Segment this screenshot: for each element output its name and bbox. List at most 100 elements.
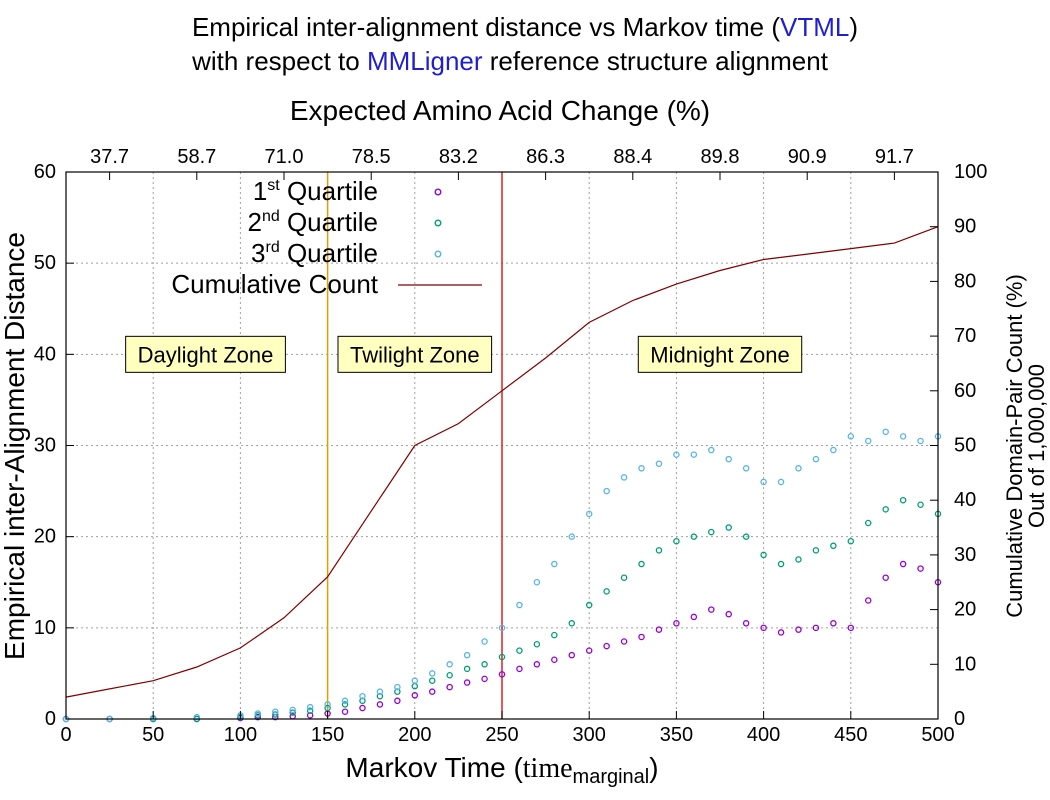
tick-labels: 0 50 100 150 200 250 300 350 400 450 5000102030405…	[34, 146, 988, 746]
data-point	[638, 560, 645, 568]
data-point	[760, 478, 767, 486]
data-point	[603, 642, 610, 650]
x2-tick-label: 58.7	[177, 146, 216, 168]
data-point	[620, 474, 628, 481]
data-point	[411, 677, 419, 684]
data-point	[655, 626, 663, 633]
data-point	[585, 601, 593, 609]
x2-tick-label: 37.7	[90, 146, 129, 168]
data-point	[341, 708, 349, 715]
data-point	[289, 706, 296, 714]
data-point	[899, 560, 907, 568]
data-point	[533, 579, 541, 586]
y-axis-label: Empirical inter-Alignment Distance	[0, 232, 30, 660]
x-tick-label: 200	[398, 724, 431, 746]
y2-tick-label: 90	[954, 216, 976, 238]
data-point	[830, 446, 837, 454]
x-tick-label: 250	[485, 724, 518, 746]
x-tick-label: 400	[747, 724, 780, 746]
data-point	[516, 665, 523, 673]
data-point	[359, 692, 366, 700]
data-point	[917, 437, 924, 445]
data-point	[917, 565, 924, 572]
zone-label-box	[337, 335, 493, 373]
data-point	[306, 707, 314, 715]
data-point	[847, 624, 855, 632]
x-tick-label: 150	[311, 724, 344, 746]
zone-label-box	[637, 335, 803, 373]
legend-label: 3rd Quartile	[251, 238, 378, 268]
legend-label: Cumulative Count	[171, 269, 378, 299]
x2-tick-label: 78.5	[352, 146, 391, 168]
y2-tick-label: 70	[954, 325, 976, 347]
data-point	[498, 671, 506, 678]
data-point	[620, 574, 628, 581]
data-point	[376, 701, 384, 708]
x-tick-label: 0	[60, 724, 71, 746]
data-point	[673, 537, 680, 545]
data-point	[193, 713, 201, 721]
data-point	[603, 487, 610, 495]
y2-tick-label: 40	[954, 489, 976, 511]
data-point	[673, 451, 680, 458]
data-point	[708, 528, 715, 536]
y2-tick-label: 80	[954, 270, 976, 292]
data-point	[690, 533, 698, 540]
cumulative-count-line	[65, 226, 939, 698]
data-point	[551, 631, 558, 639]
data-point	[463, 651, 471, 659]
x2-tick-label: 86.3	[526, 146, 565, 168]
x-axis-label: Markov Time (timemarginal)	[345, 752, 658, 788]
legend-label: 1st Quartile	[253, 176, 378, 206]
data-point	[638, 633, 645, 641]
data-point	[777, 629, 785, 636]
x2-tick-label: 71.0	[265, 146, 304, 168]
y-tick-label: 30	[34, 435, 56, 457]
data-point	[917, 501, 924, 509]
zone-label-text: Twilight Zone	[350, 342, 480, 367]
data-point	[254, 710, 262, 717]
x-tick-label: 100	[224, 724, 257, 746]
data-point	[272, 708, 279, 715]
data-point	[289, 709, 296, 716]
data-point	[324, 701, 331, 708]
data-point	[690, 613, 698, 621]
zone-label: Midnight Zone	[637, 335, 803, 373]
x-tick-label: 450	[834, 724, 867, 746]
data-point	[620, 638, 628, 645]
data-point	[446, 661, 453, 668]
y2-tick-label: 20	[954, 599, 976, 621]
data-point	[463, 679, 471, 686]
x-tick-label: 500	[921, 724, 954, 746]
data-point	[795, 465, 802, 472]
y2-tick-label: 60	[954, 380, 976, 402]
data-point	[742, 620, 750, 627]
data-point	[795, 556, 802, 563]
data-point	[864, 519, 872, 527]
data-point	[777, 560, 785, 568]
y2-tick-label: 100	[954, 161, 987, 183]
y-tick-label: 60	[34, 161, 56, 183]
y2-axis-label-line1: Cumulative Domain-Pair Count (%)	[1002, 274, 1027, 618]
data-point	[742, 465, 750, 472]
legend-marker	[434, 188, 442, 196]
data-point	[481, 638, 488, 645]
y2-tick-label: 50	[954, 435, 976, 457]
data-point	[359, 704, 366, 712]
data-point	[463, 665, 471, 673]
y-tick-label: 50	[34, 252, 56, 274]
data-point	[725, 455, 732, 463]
zone-boundaries	[326, 172, 503, 719]
zone-label: Twilight Zone	[337, 335, 493, 373]
data-point	[847, 537, 855, 545]
data-point	[760, 551, 767, 559]
title-highlight-mmligner: MMLigner	[367, 46, 483, 76]
data-point	[394, 697, 401, 705]
zone-label: Daylight Zone	[125, 335, 286, 373]
data-point	[690, 451, 698, 458]
legend-marker	[434, 250, 442, 258]
x2-tick-label: 88.4	[613, 146, 652, 168]
legend-marker	[434, 219, 442, 227]
